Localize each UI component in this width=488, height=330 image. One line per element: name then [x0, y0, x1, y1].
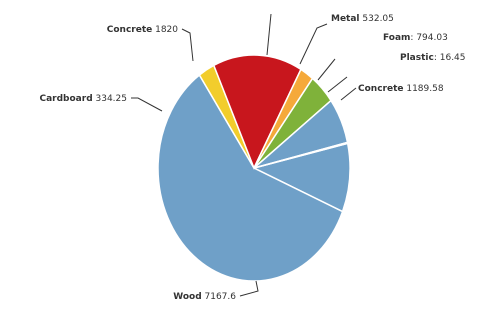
pie-slice-3 [212, 54, 302, 170]
slice-label-value-1: 7167.6 [202, 292, 237, 302]
slice-label-6: Foam: 794.03 [383, 33, 448, 43]
slice-label-value-7: : 16.45 [434, 53, 466, 63]
leader-line-7 [327, 76, 348, 93]
pie-slices [157, 54, 351, 282]
slice-label-name-5: Metal [331, 14, 360, 24]
leader-line-1 [239, 280, 259, 297]
slice-label-1: Wood 7167.6 [173, 292, 236, 302]
slice-label-name-2: Cardboard [40, 94, 93, 104]
leader-line-2 [131, 97, 163, 112]
slice-label-name-7: Plastic [400, 53, 434, 63]
slice-label-value-0: 1189.58 [403, 84, 443, 94]
slice-label-5: Metal 532.05 [331, 14, 394, 24]
slice-label-value-6: : 794.03 [410, 33, 447, 43]
slice-labels: Concrete 1189.58 Wood 7167.6 Cardboard 334… [40, 14, 466, 302]
slice-label-2: Cardboard 334.25 [40, 94, 128, 104]
slice-label-name-3: Concrete [107, 25, 152, 35]
leader-line-0 [340, 87, 357, 101]
slice-label-name-1: Wood [173, 292, 201, 302]
pie-slice-7 [253, 141, 349, 169]
slice-label-value-2: 334.25 [93, 94, 127, 104]
leader-line-6 [317, 58, 336, 81]
slice-label-0: Concrete 1189.58 [358, 84, 444, 94]
slice-label-name-6: Foam [383, 33, 410, 43]
slice-label-name-0: Concrete [358, 84, 403, 94]
leader-line-4 [266, 13, 272, 56]
leader-line-5 [299, 23, 328, 65]
slice-label-value-5: 532.05 [360, 14, 394, 24]
leader-line-3 [181, 28, 194, 62]
pie-slice-1 [157, 73, 344, 282]
slice-label-7: Plastic: 16.45 [400, 53, 466, 63]
slice-label-3: Concrete 1820 [107, 25, 179, 35]
leader-lines [131, 13, 357, 297]
slice-label-value-3: 1820 [152, 25, 178, 35]
